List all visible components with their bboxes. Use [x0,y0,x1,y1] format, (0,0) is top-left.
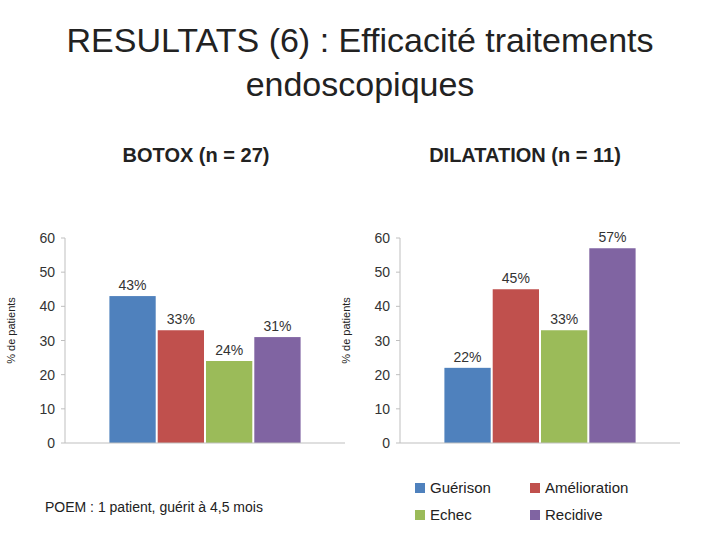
chart-title: DILATATION (n = 11) [429,144,621,166]
bar [109,296,155,443]
bars [444,248,635,443]
chart-title: BOTOX (n = 27) [123,144,270,166]
data-label: 33% [167,311,195,327]
y-tick-label: 0 [47,435,55,451]
x-axis-line [400,443,680,444]
y-tick [61,238,65,239]
background [0,0,720,540]
y-tick [61,272,65,273]
data-label: 31% [263,318,291,334]
y-tick [61,443,65,444]
y-tick [61,340,65,341]
data-label: 57% [598,229,626,245]
legend-label: Recidive [545,506,603,523]
stage: RESULTATS (6) : Efficacité traitements en… [0,0,720,540]
chart: DILATATION (n = 11) % de patients 0 10 20 30 4… [340,144,680,523]
y-tick-label: 20 [39,367,55,383]
y-tick [396,408,400,409]
y-tick-label: 40 [39,298,55,314]
y-tick [61,408,65,409]
legend-swatch [530,483,540,493]
bar [254,337,300,443]
y-tick-label: 0 [382,435,390,451]
bars [109,296,300,443]
y-axis-line [65,238,66,443]
chart: BOTOX (n = 27) % de patients 0 10 20 30 40 50 60… [5,144,345,451]
y-tick-label: 60 [374,230,390,246]
note: POEM : 1 patient, guérit à 4,5 mois [45,499,263,515]
y-tick [61,306,65,307]
y-axis-label: % de patients [340,297,352,364]
title-line: RESULTATS (6) : Efficacité traitements [67,21,654,59]
y-tick [396,306,400,307]
data-label: 33% [550,311,578,327]
data-label: 22% [454,349,482,365]
bar [493,289,539,443]
y-tick [396,238,400,239]
data-label: 45% [502,270,530,286]
legend-swatch [415,483,425,493]
data-label: 43% [119,277,147,293]
y-tick-label: 50 [39,264,55,280]
y-tick [61,374,65,375]
bar [589,248,635,443]
y-axis-label: % de patients [5,297,17,364]
y-tick-label: 30 [374,333,390,349]
bar [444,368,490,443]
title-line: endoscopiques [246,65,475,103]
legend-label: Guérison [430,479,491,496]
legend-label: Amélioration [545,479,628,496]
y-tick [396,340,400,341]
y-tick-label: 50 [374,264,390,280]
y-tick [396,443,400,444]
y-tick-label: 10 [39,401,55,417]
bar [158,330,204,443]
data-label: 24% [215,342,243,358]
bar [541,330,587,443]
legend-label: Echec [430,506,472,523]
y-tick [396,272,400,273]
bar [206,361,252,443]
y-tick-label: 20 [374,367,390,383]
page-title: RESULTATS (6) : Efficacité traitements en… [67,21,654,103]
y-tick [396,374,400,375]
legend: Guérison Amélioration Echec Recidive [415,479,628,523]
y-tick-label: 10 [374,401,390,417]
y-axis-line [400,238,401,443]
x-axis-line [65,443,345,444]
y-tick-label: 40 [374,298,390,314]
legend-swatch [415,510,425,520]
y-tick-label: 60 [39,230,55,246]
legend-swatch [530,510,540,520]
y-tick-label: 30 [39,333,55,349]
